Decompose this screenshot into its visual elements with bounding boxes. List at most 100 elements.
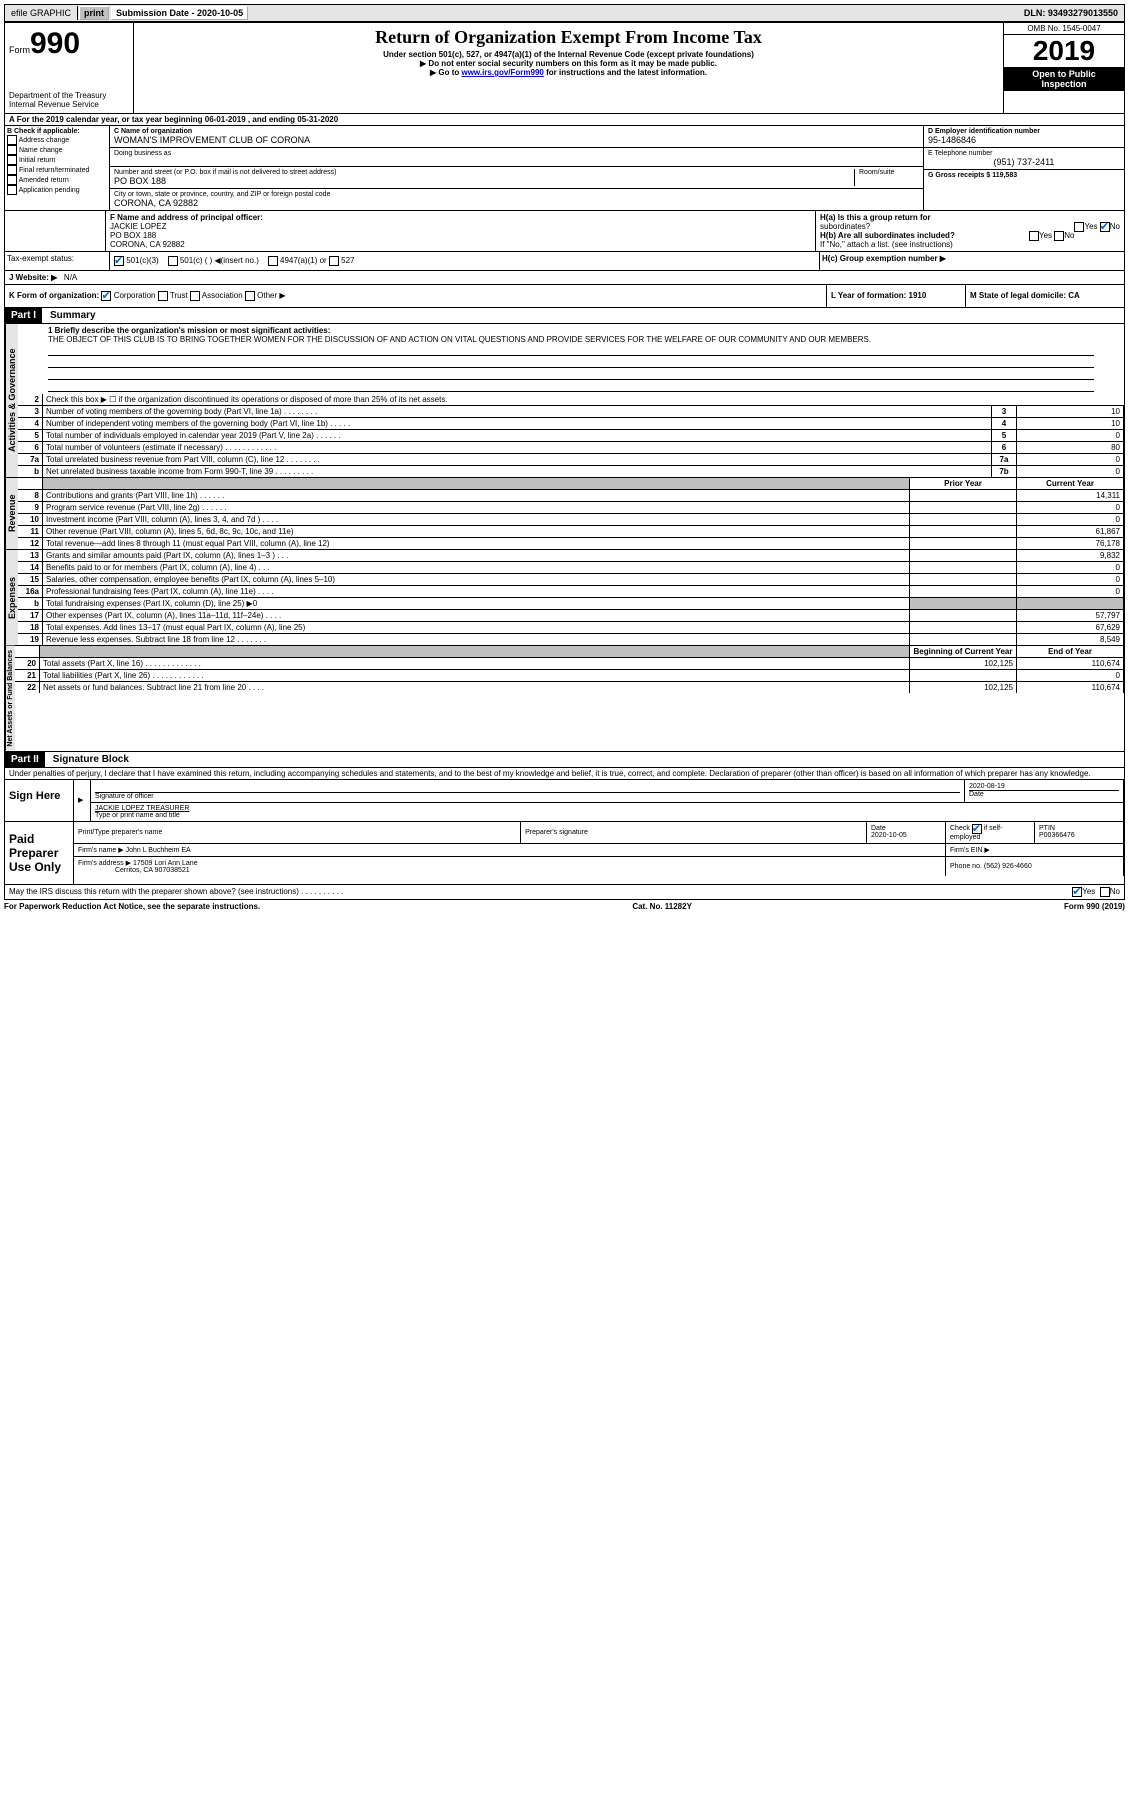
gov-table: 2Check this box ▶ ☐ if the organization … <box>18 394 1124 477</box>
opt-501c3: 501(c)(3) <box>126 256 158 265</box>
officer-name-sig: JACKIE LOPEZ TREASURER <box>95 805 189 812</box>
check-4947[interactable] <box>268 256 278 266</box>
paperwork-notice: For Paperwork Reduction Act Notice, see … <box>4 902 260 911</box>
ptin-value: P00366476 <box>1039 832 1075 839</box>
dln: DLN: 93493279013550 <box>1018 6 1124 20</box>
check-corp[interactable] <box>101 291 111 301</box>
entity-block: B Check if applicable: Address change Na… <box>4 126 1125 211</box>
check-self-employed[interactable]: Check if self-employed <box>950 825 1002 840</box>
firm-name: John L Buchheim EA <box>126 847 191 854</box>
form-number-box: Form990 Department of the TreasuryIntern… <box>5 23 134 113</box>
exp-line-17: Other expenses (Part IX, column (A), lin… <box>43 610 910 622</box>
h-b-yes[interactable] <box>1029 231 1039 241</box>
exp-line-14: Benefits paid to or for members (Part IX… <box>43 562 910 574</box>
check-trust[interactable] <box>158 291 168 301</box>
dept-treasury: Department of the TreasuryInternal Reven… <box>9 91 129 109</box>
org-addr: PO BOX 188 <box>114 176 854 186</box>
h-a-yes[interactable] <box>1074 222 1084 232</box>
exp-line-18: Total expenses. Add lines 13–17 (must eq… <box>43 622 910 634</box>
check-initial-return[interactable]: Initial return <box>7 155 107 165</box>
exp-val-16a: 0 <box>1017 586 1124 598</box>
gov-val-7a: 0 <box>1017 454 1124 466</box>
exp-line-15: Salaries, other compensation, employee b… <box>43 574 910 586</box>
check-other[interactable] <box>245 291 255 301</box>
officer-addr2: CORONA, CA 92882 <box>110 240 811 249</box>
part1-header: Part I <box>5 308 42 323</box>
org-name-label: C Name of organization <box>114 128 919 135</box>
form990-link[interactable]: www.irs.gov/Form990 <box>461 68 543 77</box>
rev-section: Revenue Prior YearCurrent Year 8Contribu… <box>4 478 1125 550</box>
print-button[interactable]: print <box>79 6 109 20</box>
h-a: H(a) Is this a group return for <box>820 213 1120 222</box>
gov-section: Activities & Governance 1 Briefly descri… <box>4 324 1125 478</box>
exp-line-13: Grants and similar amounts paid (Part IX… <box>43 550 910 562</box>
check-assoc[interactable] <box>190 291 200 301</box>
gov-line-6: Total number of volunteers (estimate if … <box>43 442 992 454</box>
exp-label: Expenses <box>5 550 18 645</box>
efile-label: efile GRAPHIC <box>5 6 78 20</box>
box-b: B Check if applicable: Address change Na… <box>5 126 110 210</box>
exp-section: Expenses 13Grants and similar amounts pa… <box>4 550 1125 646</box>
subtitle-1: Under section 501(c), 527, or 4947(a)(1)… <box>142 50 995 59</box>
box-b-label: B Check if applicable: <box>7 128 107 135</box>
net-line-21: Total liabilities (Part X, line 26) . . … <box>40 670 910 682</box>
rev-val-10: 0 <box>1017 514 1124 526</box>
net-line-22: Net assets or fund balances. Subtract li… <box>40 682 910 694</box>
check-501c[interactable] <box>168 256 178 266</box>
h-a-no[interactable] <box>1100 222 1110 232</box>
net-val-20: 110,674 <box>1017 658 1124 670</box>
org-name: WOMAN'S IMPROVEMENT CLUB OF CORONA <box>114 135 919 145</box>
line1-label: 1 Briefly describe the organization's mi… <box>48 326 1094 335</box>
prep-date: 2020-10-05 <box>871 832 907 839</box>
tax-year: 2019 <box>1004 35 1124 67</box>
sig-date: 2020-08-19 <box>969 783 1005 790</box>
discuss-no[interactable] <box>1100 887 1110 897</box>
form-ref: Form 990 (2019) <box>1064 902 1125 911</box>
opt-other: Other ▶ <box>257 291 285 300</box>
date-label: Date <box>969 790 1119 798</box>
gov-val-4: 10 <box>1017 418 1124 430</box>
penalty-text: Under penalties of perjury, I declare th… <box>4 768 1125 780</box>
type-print-label: Type or print name and title <box>95 812 1119 819</box>
net-prior-22: 102,125 <box>910 682 1017 694</box>
website-row: J Website: ▶ N/A <box>4 271 1125 285</box>
go-to-prefix: ▶ Go to <box>430 68 461 77</box>
net-table: Beginning of Current YearEnd of Year 20T… <box>15 646 1124 693</box>
firm-addr-label: Firm's address ▶ <box>78 860 131 867</box>
gov-line-7b: Net unrelated business taxable income fr… <box>43 466 992 478</box>
rev-line-10: Investment income (Part VIII, column (A)… <box>43 514 910 526</box>
net-label: Net Assets or Fund Balances <box>5 646 15 751</box>
rev-line-12: Total revenue—add lines 8 through 11 (mu… <box>43 538 910 550</box>
opt-corp: Corporation <box>114 291 156 300</box>
year-box: OMB No. 1545-0047 2019 Open to PublicIns… <box>1003 23 1124 113</box>
form-number: 990 <box>30 27 80 60</box>
rev-line-9: Program service revenue (Part VIII, line… <box>43 502 910 514</box>
form-org-label: K Form of organization: <box>9 291 99 300</box>
gov-val-7b: 0 <box>1017 466 1124 478</box>
check-address-change[interactable]: Address change <box>7 135 107 145</box>
end-year-header: End of Year <box>1017 646 1124 658</box>
firm-addr1: 17509 Lori Ann Lane <box>133 860 198 867</box>
check-501c3[interactable] <box>114 256 124 266</box>
top-bar: efile GRAPHIC print Submission Date - 20… <box>4 4 1125 22</box>
form-org-row: K Form of organization: Corporation Trus… <box>4 285 1125 308</box>
gross-receipts: G Gross receipts $ 119,583 <box>928 172 1120 179</box>
tax-year-line: A For the 2019 calendar year, or tax yea… <box>4 114 1125 126</box>
status-row: Tax-exempt status: 501(c)(3) 501(c) ( ) … <box>4 252 1125 271</box>
rev-label: Revenue <box>5 478 18 549</box>
current-year-header: Current Year <box>1017 478 1124 490</box>
discuss-yes[interactable] <box>1072 887 1082 897</box>
check-527[interactable] <box>329 256 339 266</box>
exp-val-15: 0 <box>1017 574 1124 586</box>
check-name-change[interactable]: Name change <box>7 145 107 155</box>
check-amended-return[interactable]: Amended return <box>7 175 107 185</box>
h-b: H(b) Are all subordinates included? <box>820 231 955 240</box>
officer-label: F Name and address of principal officer: <box>110 213 811 222</box>
exp-val-13: 9,832 <box>1017 550 1124 562</box>
check-final-return[interactable]: Final return/terminated <box>7 165 107 175</box>
h-b-no[interactable] <box>1054 231 1064 241</box>
form-header: Form990 Department of the TreasuryIntern… <box>4 22 1125 114</box>
exp-table: 13Grants and similar amounts paid (Part … <box>18 550 1124 645</box>
part1-header-row: Part I Summary <box>4 308 1125 324</box>
check-app-pending[interactable]: Application pending <box>7 185 107 195</box>
